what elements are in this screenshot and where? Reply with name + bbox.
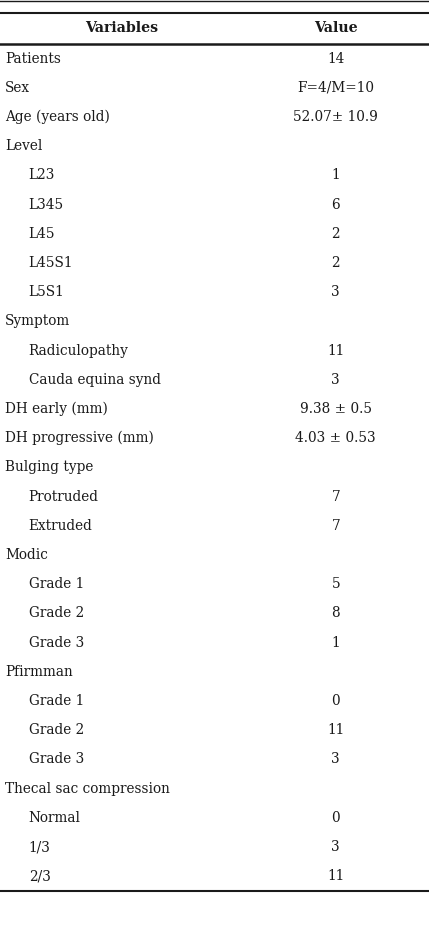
Text: Grade 2: Grade 2: [29, 606, 84, 620]
Text: Grade 3: Grade 3: [29, 636, 84, 650]
Text: Extruded: Extruded: [29, 519, 93, 533]
Text: 3: 3: [331, 285, 340, 299]
Text: Age (years old): Age (years old): [5, 110, 110, 124]
Text: L45S1: L45S1: [29, 256, 73, 270]
Text: L23: L23: [29, 169, 55, 182]
Text: F=4/M=10: F=4/M=10: [297, 81, 374, 95]
Text: 11: 11: [327, 343, 344, 357]
Text: 7: 7: [331, 519, 340, 533]
Text: 0: 0: [331, 694, 340, 708]
Text: 52.07± 10.9: 52.07± 10.9: [293, 110, 378, 124]
Text: DH progressive (mm): DH progressive (mm): [5, 431, 154, 446]
Text: Radiculopathy: Radiculopathy: [29, 343, 129, 357]
Text: 14: 14: [327, 52, 344, 66]
Text: 11: 11: [327, 870, 344, 884]
Text: Grade 3: Grade 3: [29, 752, 84, 766]
Text: 2: 2: [331, 256, 340, 270]
Text: 8: 8: [331, 606, 340, 620]
Text: Sex: Sex: [5, 81, 30, 95]
Text: 3: 3: [331, 752, 340, 766]
Text: Pfirmman: Pfirmman: [5, 665, 73, 679]
Text: Symptom: Symptom: [5, 314, 70, 328]
Text: Grade 2: Grade 2: [29, 723, 84, 737]
Text: Variables: Variables: [85, 22, 158, 36]
Text: Thecal sac compression: Thecal sac compression: [5, 781, 170, 795]
Text: Grade 1: Grade 1: [29, 577, 84, 591]
Text: L45: L45: [29, 227, 55, 241]
Text: 4.03 ± 0.53: 4.03 ± 0.53: [296, 431, 376, 446]
Text: DH early (mm): DH early (mm): [5, 401, 108, 416]
Text: Grade 1: Grade 1: [29, 694, 84, 708]
Text: Normal: Normal: [29, 810, 81, 825]
Text: 1: 1: [331, 169, 340, 182]
Text: 11: 11: [327, 723, 344, 737]
Text: 5: 5: [331, 577, 340, 591]
Text: L345: L345: [29, 198, 64, 212]
Text: Patients: Patients: [5, 52, 61, 66]
Text: 6: 6: [331, 198, 340, 212]
Text: 1/3: 1/3: [29, 840, 51, 854]
Text: 7: 7: [331, 490, 340, 504]
Text: 9.38 ± 0.5: 9.38 ± 0.5: [300, 402, 372, 416]
Text: 2: 2: [331, 227, 340, 241]
Text: L5S1: L5S1: [29, 285, 64, 299]
Text: Cauda equina synd: Cauda equina synd: [29, 372, 161, 386]
Text: 3: 3: [331, 372, 340, 386]
Text: Bulging type: Bulging type: [5, 461, 94, 475]
Text: 2/3: 2/3: [29, 870, 51, 884]
Text: Value: Value: [314, 22, 357, 36]
Text: Level: Level: [5, 139, 42, 153]
Text: 3: 3: [331, 840, 340, 854]
Text: Protruded: Protruded: [29, 490, 99, 504]
Text: 1: 1: [331, 636, 340, 650]
Text: 0: 0: [331, 810, 340, 825]
Text: Modic: Modic: [5, 548, 48, 562]
